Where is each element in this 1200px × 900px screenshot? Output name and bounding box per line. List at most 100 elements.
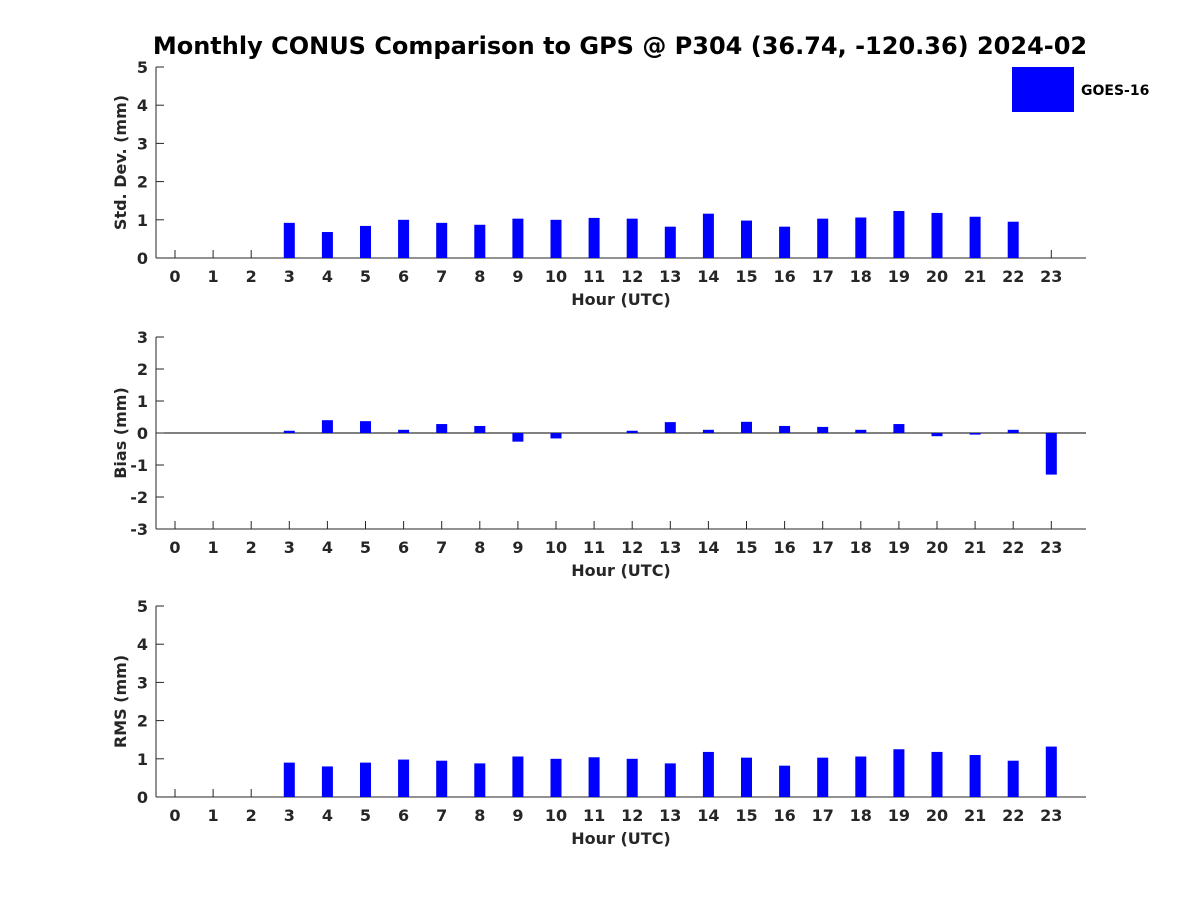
- x-tick-label: 10: [545, 806, 567, 825]
- x-tick-label: 1: [208, 538, 219, 557]
- y-tick-label: 0: [137, 788, 148, 807]
- x-tick-label: 21: [964, 538, 986, 557]
- bar-hour-5: [360, 421, 371, 433]
- y-tick-label: -1: [130, 456, 148, 475]
- bar-hour-3: [283, 222, 295, 258]
- x-tick-label: 18: [850, 267, 872, 286]
- x-tick-label: 4: [322, 538, 333, 557]
- x-tick-label: 23: [1040, 806, 1062, 825]
- bar-hour-4: [321, 232, 333, 258]
- bar-hour-17: [817, 426, 829, 433]
- bar-hour-15: [741, 220, 752, 258]
- x-tick-label: 9: [512, 806, 523, 825]
- x-tick-label: 7: [436, 538, 447, 557]
- x-tick-label: 3: [284, 806, 295, 825]
- x-tick-label: 5: [360, 267, 371, 286]
- bar-hour-4: [321, 420, 333, 433]
- x-tick-label: 5: [360, 538, 371, 557]
- x-tick-label: 17: [812, 267, 834, 286]
- bar-hour-4: [321, 766, 333, 797]
- x-tick-label: 13: [659, 267, 681, 286]
- x-tick-label: 15: [735, 806, 757, 825]
- x-axis-label: Hour (UTC): [571, 290, 671, 309]
- x-tick-label: 20: [926, 267, 948, 286]
- bar-hour-23: [1045, 433, 1057, 475]
- x-tick-label: 19: [888, 267, 910, 286]
- y-tick-label: 1: [137, 392, 148, 411]
- x-tick-label: 22: [1002, 267, 1024, 286]
- x-tick-label: 15: [735, 267, 757, 286]
- x-tick-label: 2: [246, 538, 257, 557]
- legend-swatch-goes-16: [1012, 67, 1074, 112]
- x-tick-label: 11: [583, 806, 605, 825]
- x-tick-label: 22: [1002, 538, 1024, 557]
- bar-hour-7: [436, 222, 448, 258]
- y-tick-label: 0: [137, 424, 148, 443]
- bar-hour-18: [855, 217, 867, 258]
- x-tick-label: 9: [512, 267, 523, 286]
- bar-hour-12: [626, 430, 638, 433]
- x-tick-label: 13: [659, 538, 681, 557]
- bar-hour-10: [550, 219, 562, 258]
- y-tick-label: 2: [137, 712, 148, 731]
- bar-hour-19: [893, 211, 905, 258]
- x-tick-label: 8: [474, 538, 485, 557]
- bar-hour-14: [702, 213, 714, 258]
- x-tick-label: 23: [1040, 538, 1062, 557]
- x-tick-label: 17: [812, 806, 834, 825]
- x-tick-label: 11: [583, 538, 605, 557]
- y-axis-label: RMS (mm): [111, 655, 130, 748]
- y-axis-label: Std. Dev. (mm): [111, 95, 130, 230]
- x-axis-label: Hour (UTC): [571, 829, 671, 848]
- bar-hour-20: [931, 433, 943, 437]
- x-tick-label: 20: [926, 806, 948, 825]
- x-tick-label: 20: [926, 538, 948, 557]
- x-tick-label: 21: [964, 267, 986, 286]
- y-axis-label: Bias (mm): [111, 387, 130, 479]
- x-tick-label: 13: [659, 806, 681, 825]
- bar-hour-15: [741, 421, 752, 433]
- x-tick-label: 12: [621, 538, 643, 557]
- bar-hour-18: [855, 756, 867, 797]
- y-tick-label: 2: [137, 360, 148, 379]
- y-tick-label: 3: [137, 328, 148, 347]
- x-tick-label: 6: [398, 538, 409, 557]
- x-tick-label: 1: [208, 806, 219, 825]
- x-tick-label: 6: [398, 267, 409, 286]
- bar-hour-9: [512, 433, 524, 442]
- bar-hour-16: [779, 226, 791, 258]
- bar-hour-7: [436, 760, 448, 797]
- x-tick-label: 3: [284, 267, 295, 286]
- x-tick-label: 14: [697, 806, 719, 825]
- y-tick-label: -3: [130, 520, 148, 539]
- chart-title: Monthly CONUS Comparison to GPS @ P304 (…: [153, 32, 1087, 60]
- bar-hour-19: [893, 424, 905, 433]
- x-tick-label: 1: [208, 267, 219, 286]
- x-tick-label: 2: [246, 806, 257, 825]
- x-tick-label: 0: [169, 806, 180, 825]
- y-tick-label: 3: [137, 134, 148, 153]
- x-tick-label: 4: [322, 806, 333, 825]
- x-tick-label: 5: [360, 806, 371, 825]
- x-tick-label: 7: [436, 806, 447, 825]
- bar-hour-8: [474, 425, 486, 433]
- bar-hour-17: [817, 757, 829, 797]
- x-tick-label: 8: [474, 267, 485, 286]
- bar-hour-14: [702, 751, 714, 797]
- x-tick-label: 4: [322, 267, 333, 286]
- x-tick-label: 19: [888, 538, 910, 557]
- x-tick-label: 10: [545, 267, 567, 286]
- x-tick-label: 6: [398, 806, 409, 825]
- bar-hour-21: [969, 216, 981, 258]
- x-tick-label: 23: [1040, 267, 1062, 286]
- bar-hour-6: [398, 429, 410, 433]
- y-tick-label: 4: [137, 635, 148, 654]
- bar-hour-16: [779, 425, 791, 433]
- x-tick-label: 16: [773, 538, 795, 557]
- x-tick-label: 8: [474, 806, 485, 825]
- bar-hour-13: [664, 422, 676, 433]
